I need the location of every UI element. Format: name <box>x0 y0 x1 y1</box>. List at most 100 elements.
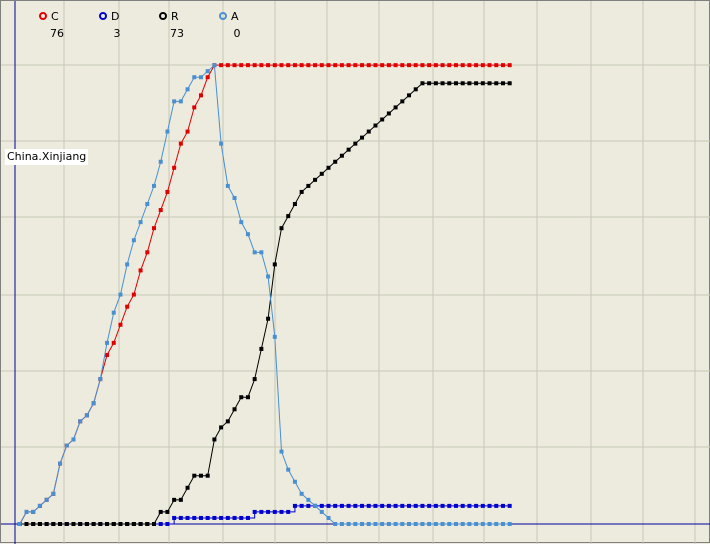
point-A-53 <box>373 522 378 526</box>
point-D-63 <box>440 503 445 508</box>
point-A-44 <box>313 503 318 508</box>
point-D-56 <box>393 503 398 508</box>
point-A-68 <box>474 522 479 526</box>
point-C-70 <box>487 63 492 68</box>
point-A-38 <box>272 334 277 339</box>
point-R-47 <box>333 159 338 164</box>
legend-marker-icon <box>219 12 227 20</box>
point-D-45 <box>319 503 324 508</box>
point-D-72 <box>500 503 505 508</box>
point-C-55 <box>386 63 391 68</box>
legend-item-A[interactable]: A0 <box>219 10 241 40</box>
legend-value: 0 <box>234 27 241 40</box>
point-D-67 <box>467 503 472 508</box>
point-A-12 <box>98 377 103 382</box>
point-A-20 <box>152 183 157 188</box>
point-D-47 <box>333 503 338 508</box>
point-R-62 <box>433 81 438 86</box>
point-R-24 <box>178 497 183 502</box>
point-A-8 <box>71 437 76 442</box>
point-C-16 <box>125 304 130 309</box>
point-C-32 <box>232 63 237 68</box>
point-A-16 <box>125 262 130 267</box>
point-D-53 <box>373 503 378 508</box>
point-A-42 <box>299 491 304 496</box>
point-A-31 <box>225 183 230 188</box>
point-R-68 <box>474 81 479 86</box>
point-A-9 <box>78 419 83 424</box>
point-A-29 <box>212 63 217 68</box>
point-D-60 <box>420 503 425 508</box>
point-C-14 <box>111 340 116 345</box>
point-A-21 <box>158 159 163 164</box>
point-A-64 <box>447 522 452 526</box>
point-R-46 <box>326 165 331 170</box>
point-A-48 <box>339 522 344 526</box>
point-A-62 <box>433 522 438 526</box>
point-D-36 <box>259 509 264 514</box>
point-A-59 <box>413 522 418 526</box>
point-D-39 <box>279 509 284 514</box>
point-C-46 <box>326 63 331 68</box>
point-C-25 <box>185 129 190 134</box>
point-A-51 <box>360 522 365 526</box>
point-A-23 <box>172 99 177 104</box>
point-C-56 <box>393 63 398 68</box>
point-C-43 <box>306 63 311 68</box>
point-R-26 <box>192 473 197 478</box>
point-C-48 <box>339 63 344 68</box>
point-A-10 <box>84 413 89 418</box>
point-A-34 <box>245 232 250 237</box>
point-C-69 <box>480 63 485 68</box>
point-A-18 <box>138 220 143 225</box>
point-R-66 <box>460 81 465 86</box>
point-A-13 <box>105 340 110 345</box>
point-A-17 <box>131 238 136 243</box>
point-R-21 <box>158 509 163 514</box>
point-R-8 <box>71 522 76 526</box>
point-A-60 <box>420 522 425 526</box>
point-D-61 <box>427 503 432 508</box>
point-A-22 <box>165 129 170 134</box>
point-D-27 <box>198 515 203 520</box>
point-R-35 <box>252 377 257 382</box>
legend-value: 73 <box>170 27 184 40</box>
point-R-33 <box>239 395 244 400</box>
point-R-11 <box>91 522 96 526</box>
point-D-73 <box>507 503 512 508</box>
point-A-36 <box>259 250 264 255</box>
point-C-23 <box>172 165 177 170</box>
point-R-42 <box>299 189 304 194</box>
point-C-30 <box>219 63 224 68</box>
series-line-D <box>19 505 510 525</box>
point-C-51 <box>360 63 365 68</box>
legend-item-C[interactable]: C 76 <box>39 10 64 40</box>
point-D-64 <box>447 503 452 508</box>
legend-label: D <box>111 10 119 23</box>
point-A-57 <box>400 522 405 526</box>
point-R-69 <box>480 81 485 86</box>
point-R-52 <box>366 129 371 134</box>
point-A-25 <box>185 87 190 92</box>
point-D-57 <box>400 503 405 508</box>
point-R-16 <box>125 522 130 526</box>
legend-item-D[interactable]: D3 <box>99 10 121 40</box>
point-R-36 <box>259 346 264 351</box>
point-A-35 <box>252 250 257 255</box>
point-C-26 <box>192 105 197 110</box>
point-A-7 <box>64 443 69 448</box>
point-R-28 <box>205 473 210 478</box>
point-D-33 <box>239 515 244 520</box>
point-C-68 <box>474 63 479 68</box>
point-A-0 <box>17 522 22 526</box>
point-C-53 <box>373 63 378 68</box>
point-R-29 <box>212 437 217 442</box>
point-D-35 <box>252 509 257 514</box>
point-R-31 <box>225 419 230 424</box>
point-A-69 <box>480 522 485 526</box>
point-A-49 <box>346 522 351 526</box>
legend-item-R[interactable]: R 73 <box>159 10 184 40</box>
point-A-71 <box>494 522 499 526</box>
